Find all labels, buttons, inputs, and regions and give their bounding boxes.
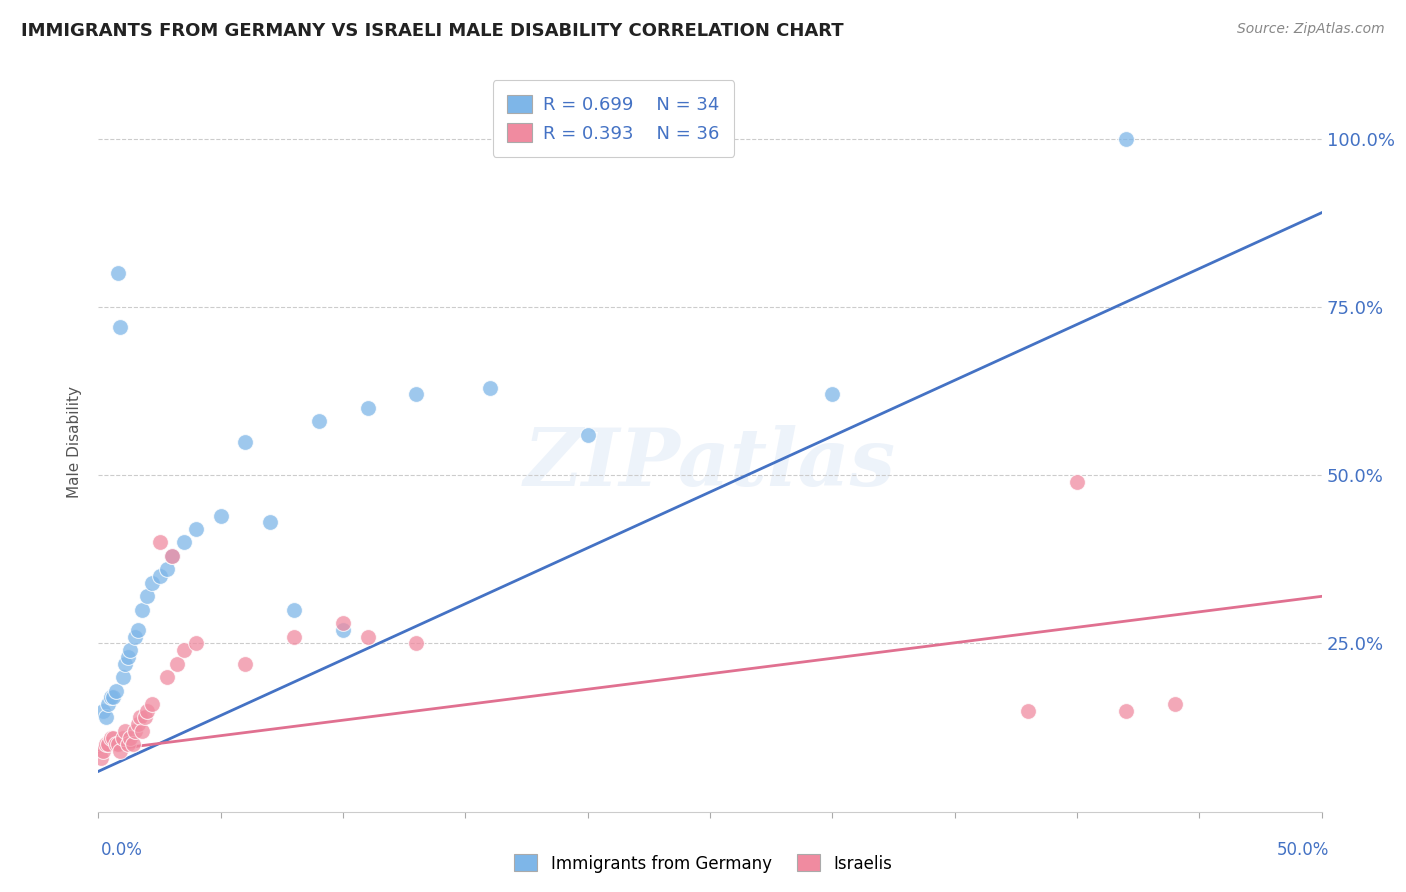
Point [233,434,256,449]
Point [104,738,127,752]
Point [114,657,136,671]
Point [156,670,179,684]
Point [107,738,129,752]
Point [405,387,427,401]
Point [120,643,142,657]
Point [160,549,183,563]
Point [91,704,114,718]
Point [1115,131,1137,145]
Point [94,710,117,724]
Point [101,731,124,745]
Point [97,738,120,752]
Point [209,508,232,523]
Point [120,731,142,745]
Point [121,738,143,752]
Point [1017,704,1039,718]
Point [136,704,159,718]
Point [127,717,149,731]
Point [283,603,305,617]
Point [332,623,354,637]
Point [114,723,136,738]
Point [173,535,195,549]
Point [91,744,114,758]
Point [576,427,599,442]
Point [405,636,427,650]
Point [111,731,134,745]
Point [90,751,112,765]
Point [136,590,159,604]
Point [356,401,378,415]
Point [166,657,188,671]
Point [129,710,152,724]
Point [127,623,149,637]
Point [160,549,183,563]
Point [131,723,153,738]
Point [124,723,146,738]
Point [110,320,132,334]
Point [94,738,117,752]
Text: 0.0%: 0.0% [101,840,143,858]
Point [186,636,208,650]
Point [186,522,208,536]
Point [141,575,163,590]
Point [97,697,120,711]
Point [149,569,172,583]
Point [478,381,501,395]
Point [1066,475,1088,489]
Point [117,649,139,664]
Point [332,616,354,631]
Point [821,387,844,401]
Point [101,690,124,705]
Point [134,710,156,724]
Point [104,683,127,698]
Point [100,690,122,705]
Point [156,562,179,576]
Point [308,414,330,428]
Point [124,630,146,644]
Point [1115,704,1137,718]
Point [141,697,163,711]
Point [173,643,195,657]
Point [356,630,378,644]
Text: 50.0%: 50.0% [1277,840,1329,858]
Point [283,630,305,644]
Legend: Immigrants from Germany, Israelis: Immigrants from Germany, Israelis [508,847,898,880]
Point [131,603,153,617]
Point [117,738,139,752]
Point [111,670,134,684]
Point [149,535,172,549]
Point [110,744,132,758]
Point [100,731,122,745]
Y-axis label: Male Disability: Male Disability [67,385,83,498]
Legend: R = 0.699    N = 34, R = 0.393    N = 36: R = 0.699 N = 34, R = 0.393 N = 36 [492,80,734,157]
Point [259,516,281,530]
Text: Source: ZipAtlas.com: Source: ZipAtlas.com [1237,22,1385,37]
Point [233,657,256,671]
Text: ZIPatlas: ZIPatlas [524,425,896,502]
Point [1164,697,1187,711]
Point [107,266,129,280]
Text: IMMIGRANTS FROM GERMANY VS ISRAELI MALE DISABILITY CORRELATION CHART: IMMIGRANTS FROM GERMANY VS ISRAELI MALE … [21,22,844,40]
